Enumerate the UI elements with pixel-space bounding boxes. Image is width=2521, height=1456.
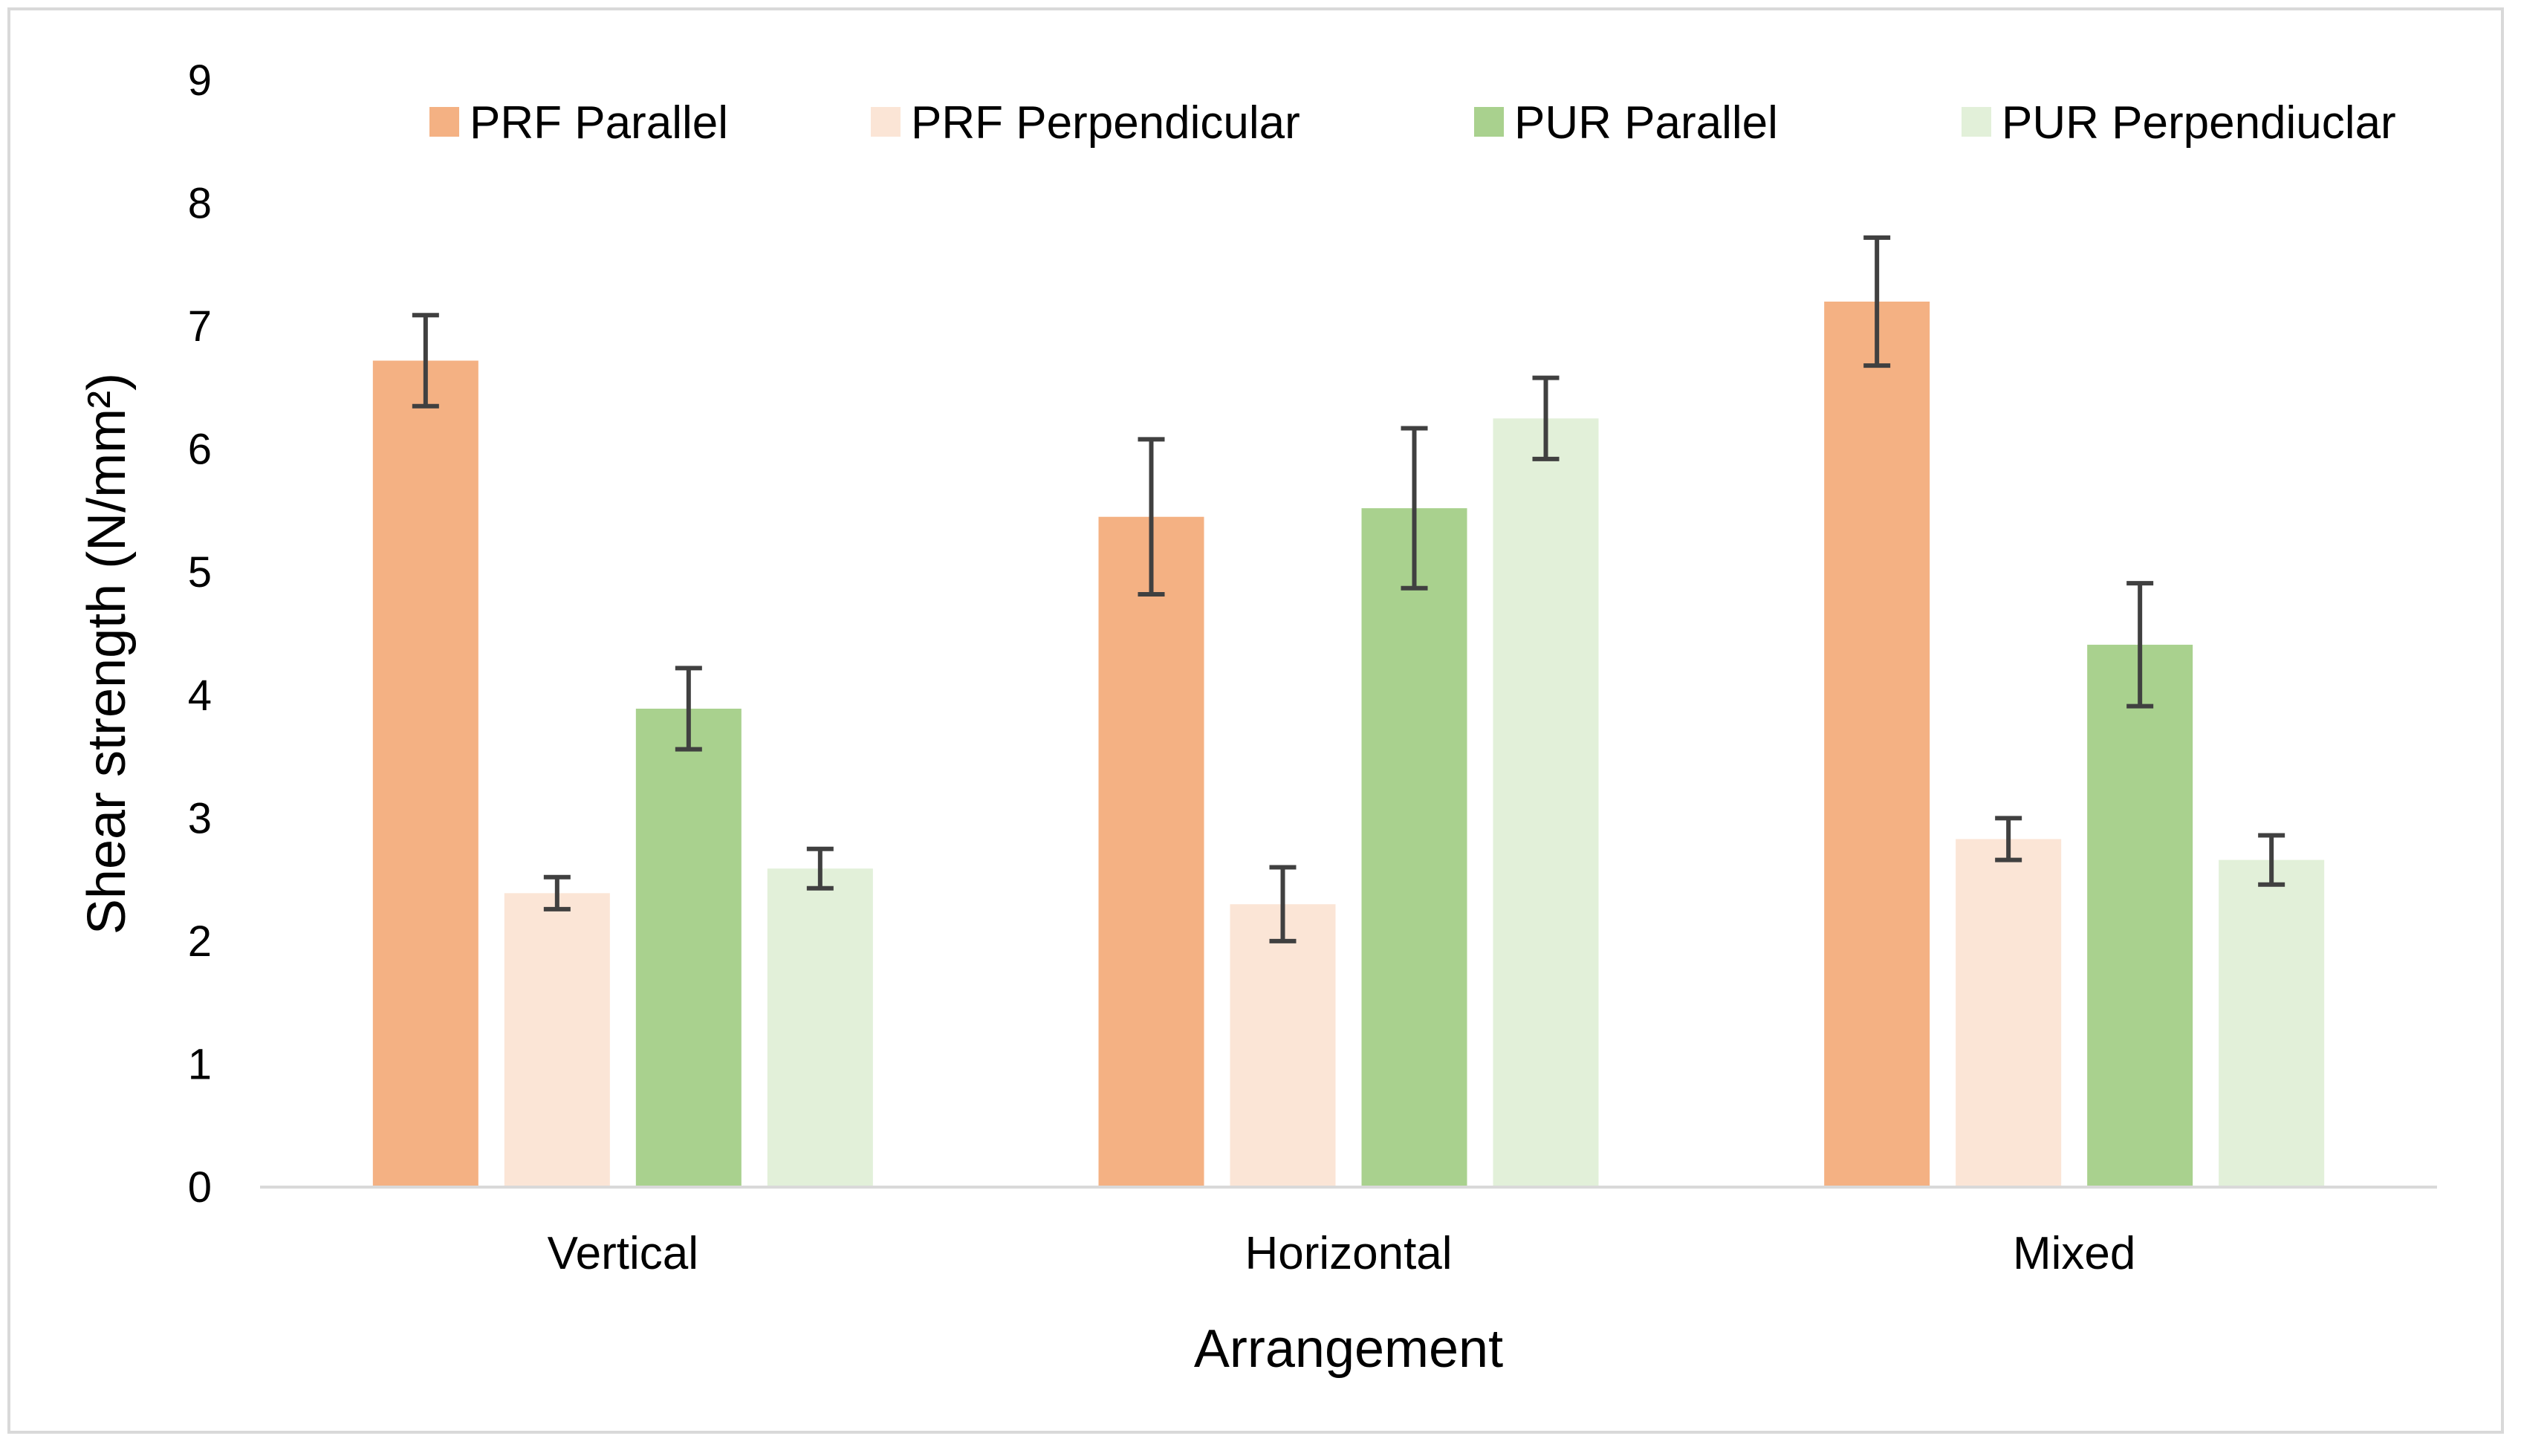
bar <box>1493 418 1599 1187</box>
bar <box>1824 302 1930 1187</box>
y-tick-label: 4 <box>188 672 212 720</box>
bar <box>1361 508 1467 1187</box>
bar <box>767 868 873 1187</box>
legend-label: PRF Perpendicular <box>911 97 1300 149</box>
legend-swatch <box>1962 107 1991 137</box>
y-tick-label: 9 <box>188 56 212 105</box>
bar-series <box>372 302 2325 1187</box>
y-axis-title: Shear strength (N/mm²) <box>77 373 137 935</box>
y-axis-ticks: 0 1 2 3 4 5 6 7 8 9 <box>188 56 212 1212</box>
bar <box>504 893 610 1187</box>
legend-swatch <box>1474 107 1504 137</box>
x-category-label: Mixed <box>2013 1228 2135 1279</box>
legend-swatch <box>871 107 901 137</box>
y-tick-label: 8 <box>188 180 212 228</box>
legend-label: PRF Parallel <box>470 97 728 149</box>
x-category-label: Vertical <box>548 1228 698 1279</box>
legend-swatch <box>429 107 459 137</box>
y-tick-label: 3 <box>188 794 212 842</box>
y-tick-label: 1 <box>188 1040 212 1088</box>
bar <box>2087 644 2193 1187</box>
x-category-label: Horizontal <box>1245 1228 1452 1279</box>
bar <box>1230 904 1336 1187</box>
bar <box>1956 839 2062 1187</box>
y-tick-label: 7 <box>188 302 212 351</box>
legend-label: PUR Parallel <box>1514 97 1778 149</box>
bar <box>635 708 742 1187</box>
y-tick-label: 0 <box>188 1163 212 1212</box>
x-axis-title: Arrangement <box>1194 1319 1503 1379</box>
error-bars <box>412 235 2285 943</box>
bar <box>1098 516 1204 1187</box>
legend-label: PUR Perpendiuclar <box>2002 97 2396 149</box>
y-tick-label: 5 <box>188 548 212 597</box>
bar <box>372 360 478 1187</box>
y-tick-label: 2 <box>188 917 212 966</box>
bar <box>2219 859 2325 1187</box>
x-axis-categories: Vertical Horizontal Mixed <box>548 1228 2136 1279</box>
y-tick-label: 6 <box>188 426 212 474</box>
legend: PRF Parallel PRF Perpendicular PUR Paralle… <box>429 97 2396 149</box>
